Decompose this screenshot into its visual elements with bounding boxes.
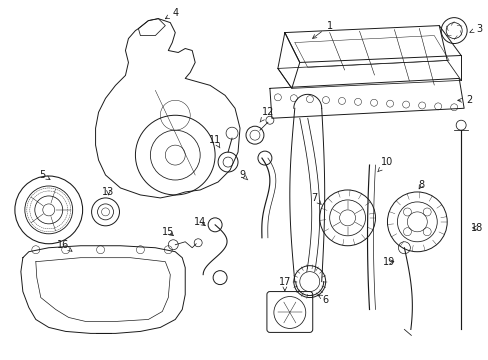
Text: 15: 15 xyxy=(162,227,174,237)
Text: 11: 11 xyxy=(208,135,221,148)
Text: 4: 4 xyxy=(165,8,178,19)
Text: 10: 10 xyxy=(377,157,393,172)
Text: 19: 19 xyxy=(383,257,395,267)
Text: 5: 5 xyxy=(40,170,50,180)
Text: 17: 17 xyxy=(278,276,290,291)
Text: 2: 2 xyxy=(457,95,471,105)
Text: 1: 1 xyxy=(312,21,332,39)
Text: 13: 13 xyxy=(102,187,114,197)
Text: 6: 6 xyxy=(318,294,328,305)
Text: 12: 12 xyxy=(260,107,274,122)
Text: 8: 8 xyxy=(417,180,424,190)
Text: 3: 3 xyxy=(469,24,481,33)
Text: 16: 16 xyxy=(57,240,72,251)
Text: 18: 18 xyxy=(470,223,482,233)
Text: 7: 7 xyxy=(311,193,321,204)
Text: 9: 9 xyxy=(239,170,247,180)
Text: 14: 14 xyxy=(194,217,206,227)
